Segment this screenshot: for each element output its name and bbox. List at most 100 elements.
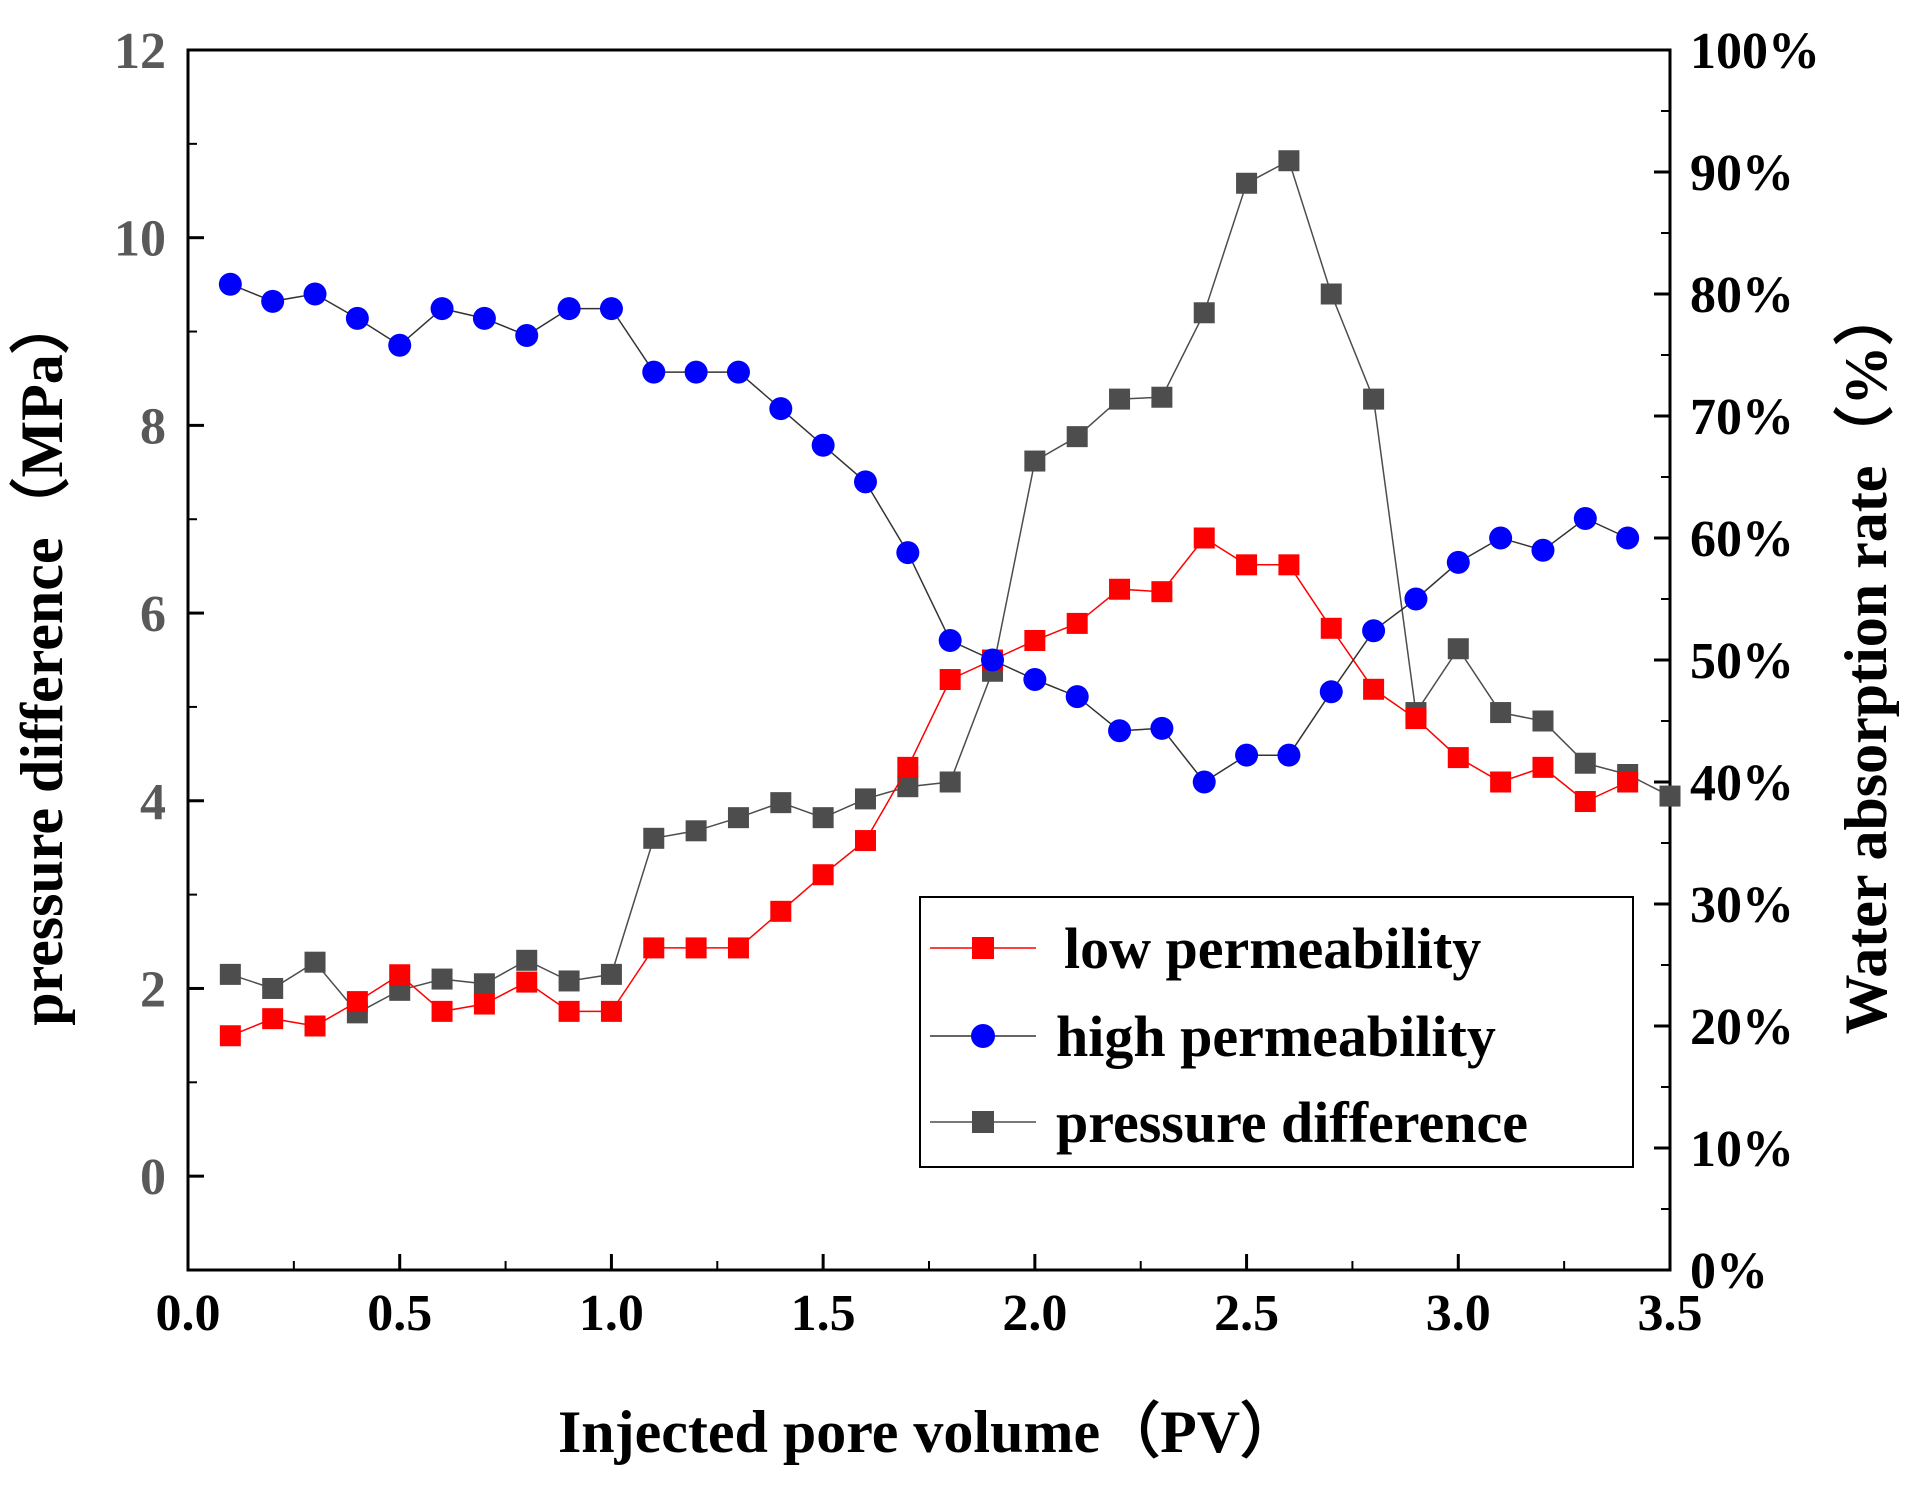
data-point-high-permeability bbox=[1489, 526, 1513, 550]
data-point-pressure-difference bbox=[1659, 785, 1681, 807]
left-tick-label-4: 4 bbox=[140, 774, 166, 831]
data-point-high-permeability bbox=[303, 282, 327, 306]
data-point-low-permeability bbox=[854, 830, 876, 852]
data-point-pressure-difference bbox=[1151, 386, 1173, 408]
x-tick-label-2-0: 2.0 bbox=[1002, 1285, 1067, 1342]
left-tick-label-8: 8 bbox=[140, 398, 166, 455]
data-point-pressure-difference bbox=[1532, 710, 1554, 732]
data-point-high-permeability bbox=[1150, 716, 1174, 740]
data-point-low-permeability bbox=[1363, 678, 1385, 700]
data-point-high-permeability bbox=[261, 289, 285, 313]
data-point-high-permeability bbox=[1362, 619, 1386, 643]
x-tick-label-3-5: 3.5 bbox=[1638, 1285, 1703, 1342]
series-layer bbox=[218, 150, 1681, 1047]
data-point-pressure-difference bbox=[1278, 150, 1300, 172]
x-axis-title: Injected pore volume（PV） bbox=[558, 1398, 1300, 1465]
data-point-high-permeability bbox=[557, 297, 581, 321]
right-tick-label-70: 70% bbox=[1690, 389, 1794, 446]
right-tick-label-10: 10% bbox=[1690, 1121, 1794, 1178]
x-tick-label-3-0: 3.0 bbox=[1426, 1285, 1491, 1342]
data-point-pressure-difference bbox=[1574, 752, 1596, 774]
data-point-low-permeability bbox=[1532, 756, 1554, 778]
data-point-low-permeability bbox=[1617, 771, 1639, 793]
legend-label-low-permeability: low permeability bbox=[1064, 916, 1481, 981]
data-point-pressure-difference bbox=[1109, 388, 1131, 410]
data-point-low-permeability bbox=[473, 993, 495, 1015]
data-point-pressure-difference bbox=[770, 792, 792, 814]
data-point-pressure-difference bbox=[1363, 388, 1385, 410]
data-point-low-permeability bbox=[770, 900, 792, 922]
data-point-high-permeability bbox=[811, 433, 835, 457]
data-point-low-permeability bbox=[262, 1008, 284, 1030]
data-point-low-permeability bbox=[1405, 708, 1427, 730]
series-high-permeability bbox=[218, 272, 1640, 794]
data-point-pressure-difference bbox=[854, 788, 876, 810]
data-point-low-permeability bbox=[219, 1025, 241, 1047]
left-axis-title: pressure difference（MPa） bbox=[8, 294, 75, 1026]
data-point-high-permeability bbox=[218, 272, 242, 296]
data-point-high-permeability bbox=[430, 297, 454, 321]
legend: low permeability high permeability press… bbox=[919, 896, 1634, 1168]
data-point-high-permeability bbox=[938, 628, 962, 652]
data-point-low-permeability bbox=[812, 864, 834, 886]
x-tick-label-0-5: 0.5 bbox=[367, 1285, 432, 1342]
data-point-pressure-difference bbox=[1024, 450, 1046, 472]
data-point-high-permeability bbox=[388, 333, 412, 357]
data-point-pressure-difference bbox=[812, 807, 834, 829]
data-point-pressure-difference bbox=[1447, 638, 1469, 660]
x-tick-label-1-0: 1.0 bbox=[579, 1285, 644, 1342]
data-point-low-permeability bbox=[1236, 554, 1258, 576]
series-pressure-difference bbox=[219, 150, 1681, 1024]
left-tick-label-6: 6 bbox=[140, 586, 166, 643]
data-point-high-permeability bbox=[1616, 526, 1640, 550]
x-tick-label-1-5: 1.5 bbox=[791, 1285, 856, 1342]
series-line-pressure-difference bbox=[230, 159, 1671, 1014]
data-point-high-permeability bbox=[515, 323, 539, 347]
data-point-low-permeability bbox=[1024, 629, 1046, 651]
data-point-pressure-difference bbox=[939, 771, 961, 793]
data-point-low-permeability bbox=[685, 937, 707, 959]
data-point-pressure-difference bbox=[685, 820, 707, 842]
data-point-high-permeability bbox=[642, 360, 666, 384]
data-point-pressure-difference bbox=[1193, 302, 1215, 324]
right-tick-label-90: 90% bbox=[1690, 145, 1794, 202]
right-axis-title: Water absorption rate（%） bbox=[1832, 286, 1899, 1035]
data-point-low-permeability bbox=[643, 937, 665, 959]
data-point-low-permeability bbox=[1490, 771, 1512, 793]
data-point-high-permeability bbox=[769, 397, 793, 421]
data-point-low-permeability bbox=[600, 1000, 622, 1022]
data-point-pressure-difference bbox=[516, 949, 538, 971]
legend-label-high-permeability: high permeability bbox=[1056, 1004, 1496, 1069]
data-point-low-permeability bbox=[1574, 791, 1596, 813]
left-tick-label-0: 0 bbox=[140, 1149, 166, 1206]
data-point-low-permeability bbox=[1447, 747, 1469, 769]
left-tick-label-12: 12 bbox=[114, 23, 166, 80]
right-tick-label-60: 60% bbox=[1690, 511, 1794, 568]
data-point-low-permeability bbox=[727, 937, 749, 959]
data-point-high-permeability bbox=[1023, 668, 1047, 692]
data-point-low-permeability bbox=[939, 669, 961, 691]
series-line-high-permeability bbox=[230, 283, 1629, 783]
data-point-high-permeability bbox=[1404, 587, 1428, 611]
data-point-low-permeability bbox=[1320, 617, 1342, 639]
data-point-high-permeability bbox=[1235, 743, 1259, 767]
data-point-high-permeability bbox=[472, 306, 496, 330]
data-point-pressure-difference bbox=[727, 807, 749, 829]
legend-label-pressure-difference: pressure difference bbox=[1056, 1090, 1528, 1155]
data-point-pressure-difference bbox=[1490, 702, 1512, 724]
data-point-pressure-difference bbox=[473, 973, 495, 995]
data-point-high-permeability bbox=[1108, 719, 1132, 743]
right-tick-label-20: 20% bbox=[1690, 999, 1794, 1056]
legend-marker-pressure-difference bbox=[972, 1111, 994, 1133]
left-tick-label-2: 2 bbox=[140, 961, 166, 1018]
data-point-low-permeability bbox=[346, 991, 368, 1013]
data-point-low-permeability bbox=[897, 756, 919, 778]
data-point-low-permeability bbox=[1193, 527, 1215, 549]
data-point-high-permeability bbox=[896, 541, 920, 565]
data-point-pressure-difference bbox=[897, 776, 919, 798]
x-tick-label-2-5: 2.5 bbox=[1214, 1285, 1279, 1342]
legend-marker-high-permeability bbox=[971, 1024, 995, 1048]
data-point-low-permeability bbox=[1066, 612, 1088, 634]
data-point-high-permeability bbox=[726, 360, 750, 384]
